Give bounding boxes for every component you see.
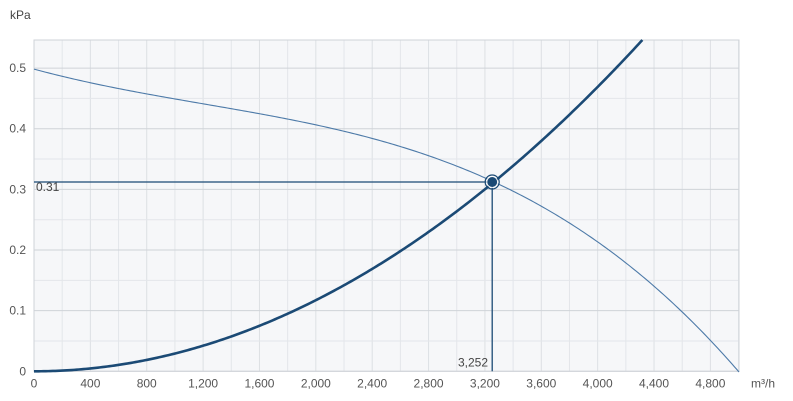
svg-text:2,400: 2,400 [357, 376, 387, 390]
svg-text:400: 400 [80, 376, 100, 390]
svg-text:0.1: 0.1 [9, 304, 26, 318]
svg-text:3,600: 3,600 [526, 376, 556, 390]
svg-text:2,000: 2,000 [301, 376, 331, 390]
svg-text:800: 800 [137, 376, 157, 390]
svg-text:3,200: 3,200 [470, 376, 500, 390]
svg-text:0.31: 0.31 [36, 180, 60, 194]
svg-text:1,200: 1,200 [188, 376, 218, 390]
svg-text:2,800: 2,800 [414, 376, 444, 390]
svg-text:0: 0 [19, 364, 26, 378]
svg-text:4,000: 4,000 [583, 376, 613, 390]
svg-text:4,800: 4,800 [695, 376, 725, 390]
svg-text:3,252: 3,252 [458, 355, 488, 369]
svg-text:m³/h: m³/h [751, 376, 775, 390]
svg-text:0.2: 0.2 [9, 243, 26, 257]
svg-text:0.5: 0.5 [9, 61, 26, 75]
svg-text:4,400: 4,400 [639, 376, 669, 390]
svg-text:kPa: kPa [10, 8, 31, 22]
svg-text:0.4: 0.4 [9, 122, 26, 136]
svg-text:0: 0 [31, 376, 38, 390]
svg-text:1,600: 1,600 [244, 376, 274, 390]
svg-text:0.3: 0.3 [9, 182, 26, 196]
